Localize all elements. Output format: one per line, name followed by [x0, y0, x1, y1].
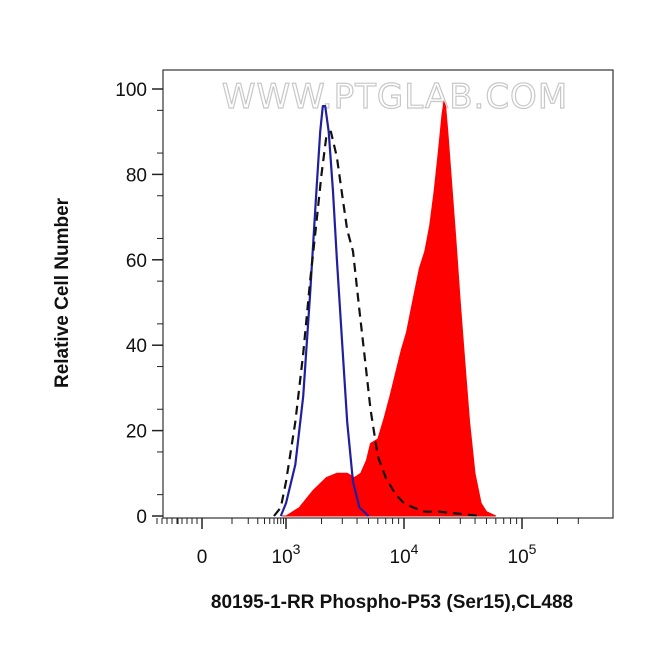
- series-solid-histogram: [279, 105, 370, 517]
- series-dashed-histogram: [273, 130, 482, 518]
- axes-layer: 0 20 40 60 80 100 0 103 104 105: [115, 69, 614, 568]
- plot-frame: [162, 69, 614, 519]
- series-layer: [273, 99, 497, 518]
- watermark-text: WWW.PTGLAB.COM: [222, 77, 568, 117]
- y-tick-label: 60: [126, 251, 147, 272]
- x-tick-label: 0: [197, 547, 208, 568]
- y-tick-label: 40: [126, 336, 147, 357]
- x-tick-label: 104: [390, 541, 419, 568]
- y-tick-label: 80: [126, 165, 147, 186]
- series-filled-histogram: [282, 99, 497, 517]
- x-tick-label: 105: [508, 541, 537, 568]
- y-tick-label: 0: [136, 507, 147, 528]
- y-tick-label: 20: [126, 422, 147, 443]
- y-axis-title: Relative Cell Number: [52, 197, 73, 388]
- x-tick-label: 103: [272, 541, 301, 568]
- x-axis-title: 80195-1-RR Phospho-P53 (Ser15),CL488: [211, 592, 573, 613]
- y-tick-label: 100: [115, 80, 147, 101]
